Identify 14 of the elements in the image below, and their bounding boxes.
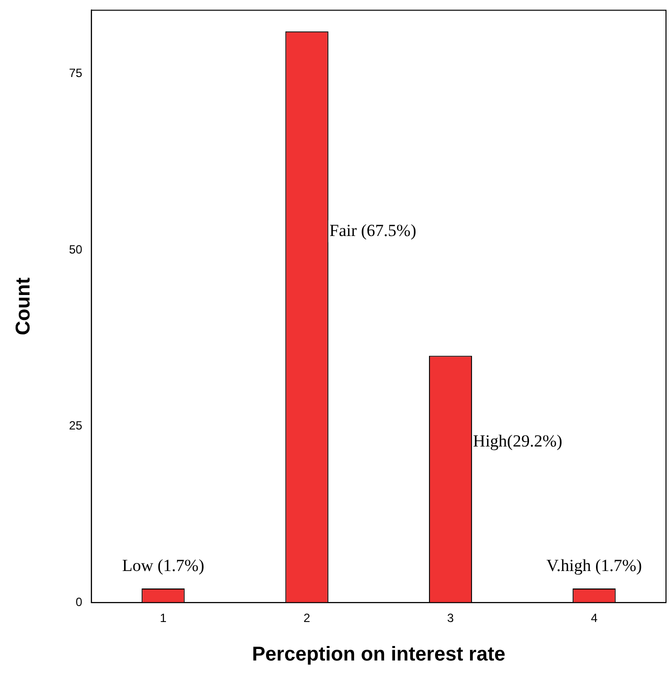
x-axis-title: Perception on interest rate [252,644,506,666]
y-tick-label: 75 [68,66,83,80]
x-tick-label: 1 [160,611,167,626]
x-tick-label: 2 [304,611,310,626]
annotation: Low (1.7%) [122,556,204,575]
y-tick-label: 50 [68,242,83,256]
annotation: V.high (1.7%) [546,556,642,575]
x-tick-label: 4 [590,611,598,626]
y-tick-label: 25 [68,418,83,433]
y-axis-title: Count [12,277,35,336]
annotation: Fair (67.5%) [329,220,416,240]
x-tick-label: 3 [447,611,454,626]
annotation: High(29.2%) [473,432,562,451]
y-tick-label: 0 [76,594,83,609]
